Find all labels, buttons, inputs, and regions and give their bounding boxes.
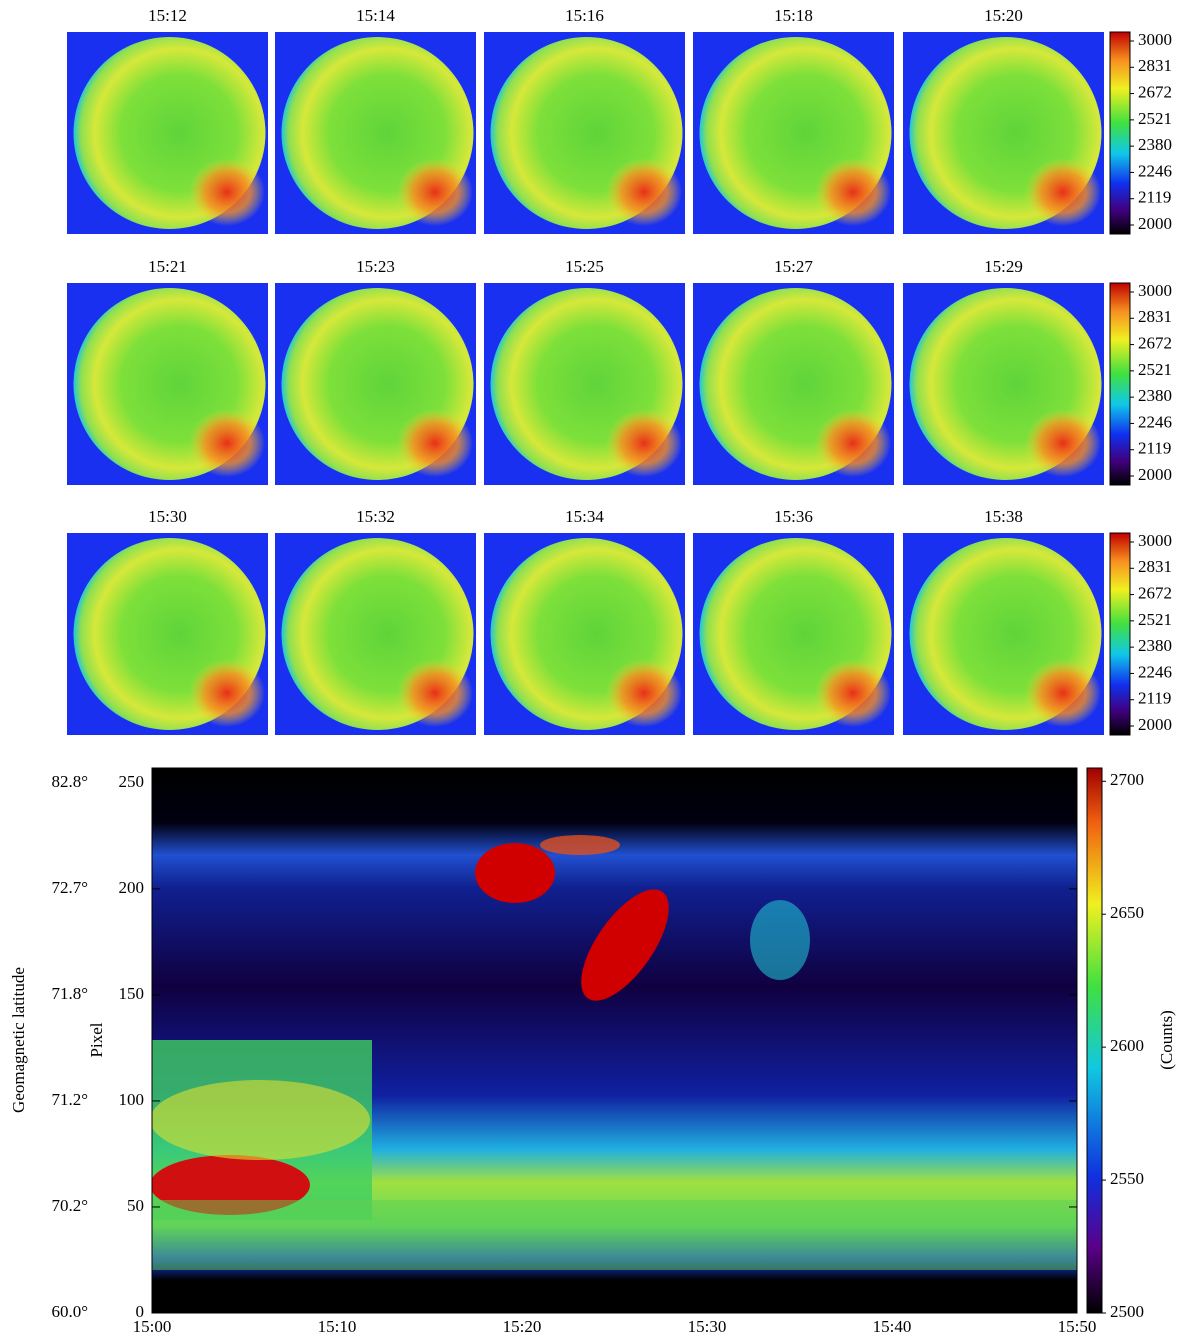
colorbar-tick-label: 2521 <box>1138 610 1172 629</box>
colorbar-tick-label: 2246 <box>1138 412 1172 431</box>
sky-glow <box>397 158 473 226</box>
colorbar-tick-label: 2380 <box>1138 636 1172 655</box>
keogram-image <box>152 768 1077 1313</box>
sky-glow <box>606 158 682 226</box>
colorbar-tick-label: 2831 <box>1138 557 1172 576</box>
colorbar-tick-label: 2672 <box>1138 333 1172 352</box>
colorbar <box>1086 767 1103 1314</box>
panel-title: 15:16 <box>565 6 604 25</box>
sky-glow <box>189 409 265 477</box>
panel-title: 15:23 <box>356 257 395 276</box>
y-tick-label: 250 <box>119 772 145 791</box>
y-axis-label: Pixel <box>87 1022 106 1057</box>
y-tick-label: 150 <box>119 984 145 1003</box>
colorbar <box>1109 282 1131 486</box>
sky-glow <box>397 659 473 727</box>
panel-title: 15:38 <box>984 507 1023 526</box>
sky-glow <box>815 158 891 226</box>
y2-tick-label: 82.8° <box>51 772 88 791</box>
plot-frame <box>151 767 1078 1314</box>
colorbar-tick-label: 2672 <box>1138 82 1172 101</box>
colorbar-tick-label: 2521 <box>1138 360 1172 379</box>
colorbar-tick-label: 2380 <box>1138 386 1172 405</box>
colorbar <box>1109 31 1131 235</box>
colorbar-tick-label: 2000 <box>1138 465 1172 484</box>
colorbar-tick-label: 2600 <box>1110 1036 1144 1055</box>
y2-tick-label: 70.2° <box>51 1196 88 1215</box>
colorbar-tick-label: 3000 <box>1138 531 1172 550</box>
y2-tick-label: 71.8° <box>51 984 88 1003</box>
colorbar-tick-label: 3000 <box>1138 30 1172 49</box>
colorbar <box>1109 532 1131 736</box>
sky-glow <box>815 659 891 727</box>
panel-title: 15:36 <box>774 507 813 526</box>
x-tick-label: 15:50 <box>1058 1317 1097 1336</box>
colorbar-tick-label: 2831 <box>1138 307 1172 326</box>
panel-title: 15:29 <box>984 257 1023 276</box>
sky-glow <box>189 158 265 226</box>
panel-title: 15:30 <box>148 507 187 526</box>
colorbar-tick-label: 2119 <box>1138 188 1171 207</box>
panel-title: 15:21 <box>148 257 187 276</box>
panel-title: 15:18 <box>774 6 813 25</box>
colorbar-tick-label: 2000 <box>1138 715 1172 734</box>
panel-title: 15:25 <box>565 257 604 276</box>
colorbar-tick-label: 2831 <box>1138 56 1172 75</box>
y2-tick-label: 71.2° <box>51 1090 88 1109</box>
sky-glow <box>606 409 682 477</box>
panel-title: 15:34 <box>565 507 604 526</box>
colorbar-tick-label: 2672 <box>1138 583 1172 602</box>
colorbar-tick-label: 3000 <box>1138 281 1172 300</box>
colorbar-tick-label: 2380 <box>1138 135 1172 154</box>
sky-glow <box>397 409 473 477</box>
x-tick-label: 15:20 <box>503 1317 542 1336</box>
colorbar-tick-label: 2550 <box>1110 1169 1144 1188</box>
y-tick-label: 200 <box>119 878 145 897</box>
sky-glow <box>189 659 265 727</box>
panel-title: 15:14 <box>356 6 395 25</box>
sky-glow <box>1025 158 1101 226</box>
sky-glow <box>1025 409 1101 477</box>
y-tick-label: 100 <box>119 1090 145 1109</box>
colorbar-tick-label: 2700 <box>1110 770 1144 789</box>
y2-tick-label: 60.0° <box>51 1302 88 1321</box>
panel-title: 15:32 <box>356 507 395 526</box>
colorbar-tick-label: 2000 <box>1138 214 1172 233</box>
colorbar-tick-label: 2246 <box>1138 161 1172 180</box>
colorbar-tick-label: 2119 <box>1138 689 1171 708</box>
x-tick-label: 15:10 <box>318 1317 357 1336</box>
x-tick-label: 15:30 <box>688 1317 727 1336</box>
colorbar-tick-label: 2500 <box>1110 1302 1144 1321</box>
panel-title: 15:20 <box>984 6 1023 25</box>
y-tick-label: 0 <box>136 1302 145 1321</box>
y2-axis-label: Geomagnetic latitude <box>9 967 28 1113</box>
sky-glow <box>815 409 891 477</box>
y2-tick-label: 72.7° <box>51 878 88 897</box>
sky-glow <box>1025 659 1101 727</box>
colorbar-tick-label: 2521 <box>1138 109 1172 128</box>
sky-glow <box>606 659 682 727</box>
x-tick-label: 15:40 <box>873 1317 912 1336</box>
panel-title: 15:27 <box>774 257 813 276</box>
colorbar-tick-label: 2246 <box>1138 662 1172 681</box>
colorbar-label: (Counts) <box>1157 1010 1176 1070</box>
panel-title: 15:12 <box>148 6 187 25</box>
y-tick-label: 50 <box>127 1196 144 1215</box>
colorbar-tick-label: 2119 <box>1138 439 1171 458</box>
x-tick-label: 15:00 <box>133 1317 172 1336</box>
colorbar-tick-label: 2650 <box>1110 903 1144 922</box>
